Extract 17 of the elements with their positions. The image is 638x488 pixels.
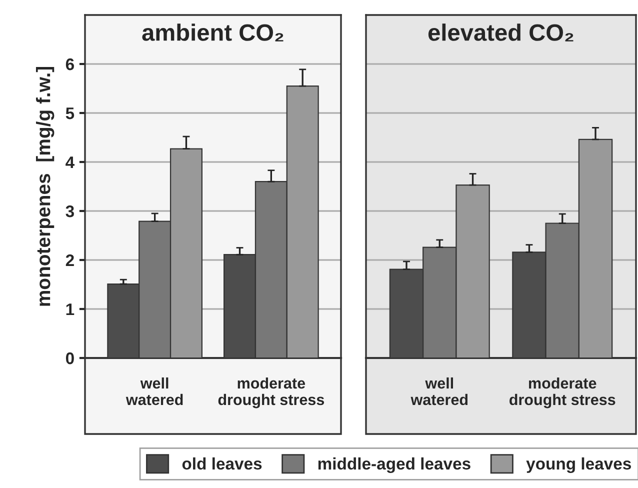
y-axis-title: monoterpenes [mg/g f.w.] <box>36 66 54 306</box>
legend-label: young leaves <box>526 457 631 473</box>
x-tick-label: well watered <box>410 377 468 406</box>
y-tick-label: 2 <box>66 254 74 266</box>
x-tick-label: well watered <box>126 377 183 406</box>
y-tick-label: 3 <box>66 205 74 218</box>
y-tick-label: 0 <box>66 352 74 364</box>
y-tick-label: 5 <box>66 108 74 120</box>
y-tick-label: 1 <box>66 304 74 316</box>
x-tick-label: moderate drought stress <box>218 377 324 408</box>
legend-label: old leaves <box>182 457 262 470</box>
chart-title: elevated CO₂ <box>428 24 574 42</box>
chart-title: ambient CO₂ <box>142 24 284 42</box>
legend-label: middle-aged leaves <box>318 457 470 473</box>
y-tick-label: 6 <box>66 58 74 70</box>
y-tick-label: 4 <box>66 156 74 168</box>
x-tick-label: moderate drought stress <box>510 377 616 408</box>
